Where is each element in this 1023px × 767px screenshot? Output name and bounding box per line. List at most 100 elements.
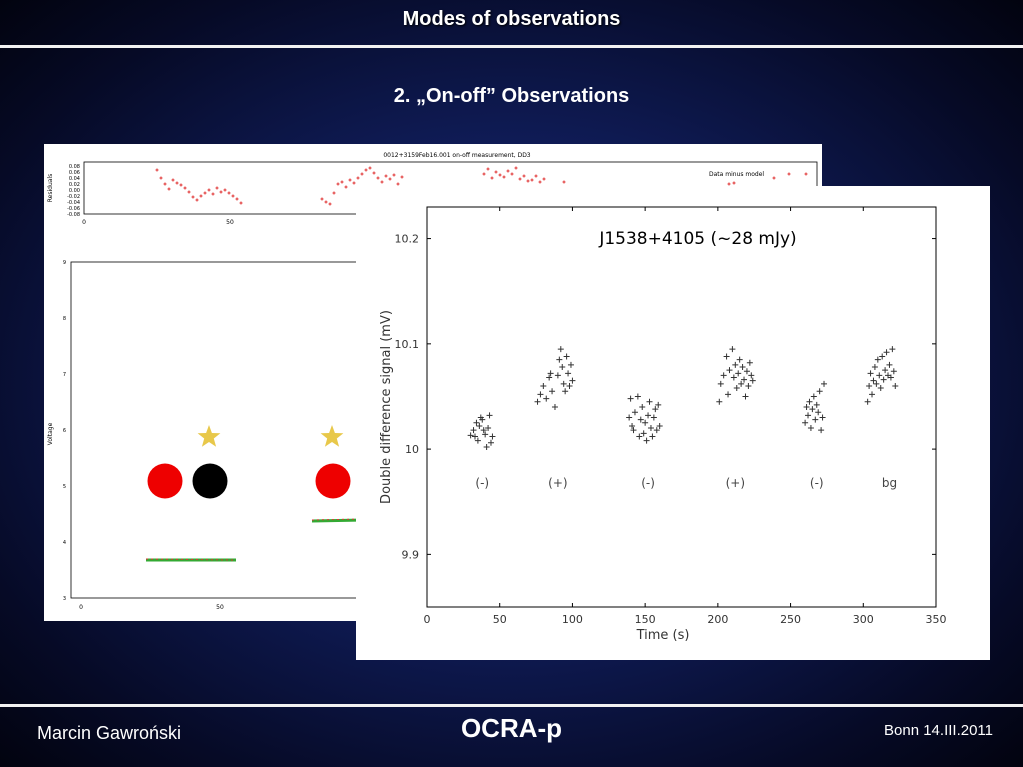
red-circle-icon xyxy=(147,463,183,499)
residual-point xyxy=(171,178,175,182)
data-point xyxy=(892,382,899,389)
residual-point xyxy=(392,173,396,177)
residual-point xyxy=(372,171,376,175)
residual-point xyxy=(223,188,227,192)
residuals-tick-label: 0.02 xyxy=(69,182,80,188)
data-point xyxy=(746,359,753,366)
residual-point xyxy=(400,175,404,179)
residuals-ticks: 0.080.060.040.020.00-0.02-0.04-0.06-0.08 xyxy=(67,164,80,218)
residual-point xyxy=(727,182,731,186)
data-point xyxy=(745,382,752,389)
residual-point xyxy=(772,176,776,180)
data-point xyxy=(639,404,646,410)
y-axis-ticks: 9.9 10 10.1 10.2 xyxy=(395,233,936,561)
data-point xyxy=(735,370,742,377)
footer-divider xyxy=(0,704,1023,707)
residual-point xyxy=(510,172,514,176)
data-point xyxy=(726,367,733,374)
data-point xyxy=(889,346,896,353)
data-point xyxy=(730,374,737,381)
data-point xyxy=(559,364,566,370)
chart-title: J1538+4105 (~28 mJy) xyxy=(598,229,796,249)
y-tick-label: 10.2 xyxy=(395,233,420,246)
x-tick-label: 150 xyxy=(635,613,656,626)
data-point xyxy=(567,361,574,368)
data-point xyxy=(565,370,572,377)
data-point xyxy=(742,393,749,400)
data-point xyxy=(813,401,820,408)
residual-point xyxy=(388,177,392,181)
data-point xyxy=(806,398,813,405)
header-divider xyxy=(0,45,1023,48)
data-point xyxy=(479,416,486,423)
data-point xyxy=(736,356,743,363)
data-point xyxy=(815,409,822,416)
data-point xyxy=(716,398,723,405)
phase-label: (+) xyxy=(726,476,745,490)
data-point xyxy=(869,391,876,398)
residual-point xyxy=(320,197,324,201)
residual-point xyxy=(486,167,490,171)
residual-point xyxy=(344,185,348,189)
residual-point xyxy=(191,195,195,199)
data-point xyxy=(643,437,650,444)
residual-point xyxy=(360,172,364,176)
plot-frame xyxy=(426,206,937,608)
residual-point xyxy=(368,166,372,170)
data-point xyxy=(629,422,636,429)
data-point xyxy=(485,425,492,432)
data-point xyxy=(809,406,816,413)
data-point xyxy=(471,433,478,440)
data-point xyxy=(874,356,881,363)
residual-point xyxy=(804,172,808,176)
residuals-legend: Data minus model xyxy=(709,171,764,178)
project-name: OCRA-p xyxy=(460,713,563,743)
residual-point xyxy=(328,202,332,206)
residuals-tick-label: 0.04 xyxy=(69,176,80,182)
data-point xyxy=(880,376,887,383)
data-point xyxy=(743,368,750,375)
data-point xyxy=(487,439,494,446)
scatter-chart: J1538+4105 (~28 mJy) Time (s) Double dif… xyxy=(379,206,947,643)
data-point xyxy=(546,374,553,381)
chart-panel: J1538+4105 (~28 mJy) Time (s) Double dif… xyxy=(356,186,990,660)
residual-point xyxy=(163,182,167,186)
residual-point xyxy=(239,201,243,205)
data-point xyxy=(879,353,886,360)
residual-point xyxy=(494,170,498,174)
data-point xyxy=(645,412,652,419)
data-point xyxy=(864,398,871,405)
residual-point xyxy=(518,177,522,181)
data-point xyxy=(554,372,561,379)
phase-label: (-) xyxy=(810,476,824,490)
data-point xyxy=(636,433,643,440)
residual-point xyxy=(231,194,235,198)
data-point xyxy=(720,372,727,379)
data-point xyxy=(556,356,563,363)
residual-point xyxy=(159,176,163,180)
data-point xyxy=(467,432,474,439)
residuals-tick-label: -0.06 xyxy=(67,206,80,212)
voltage-trace-on xyxy=(311,518,365,523)
x-tick-label: 350 xyxy=(926,613,947,626)
voltage-tick-label: 9 xyxy=(63,260,66,266)
data-point xyxy=(630,427,637,434)
data-point xyxy=(802,419,809,426)
data-point xyxy=(810,393,817,400)
residual-point xyxy=(352,181,356,185)
residual-point xyxy=(522,174,526,178)
data-point xyxy=(631,409,638,416)
voltage-tick-label: 5 xyxy=(63,484,66,490)
slide-subtitle: 2. „On-off” Observations xyxy=(393,85,630,107)
residual-point xyxy=(396,182,400,186)
residual-point xyxy=(506,169,510,173)
data-point xyxy=(551,404,558,410)
phase-label: (+) xyxy=(548,476,567,490)
data-point xyxy=(717,380,724,387)
residual-point xyxy=(235,197,239,201)
y-axis-label: Double difference signal (mV) xyxy=(379,310,394,504)
residual-point xyxy=(490,176,494,180)
data-point xyxy=(819,414,826,421)
voltage-trace-off-red xyxy=(145,558,237,561)
residuals-tick-label: -0.02 xyxy=(67,194,80,200)
